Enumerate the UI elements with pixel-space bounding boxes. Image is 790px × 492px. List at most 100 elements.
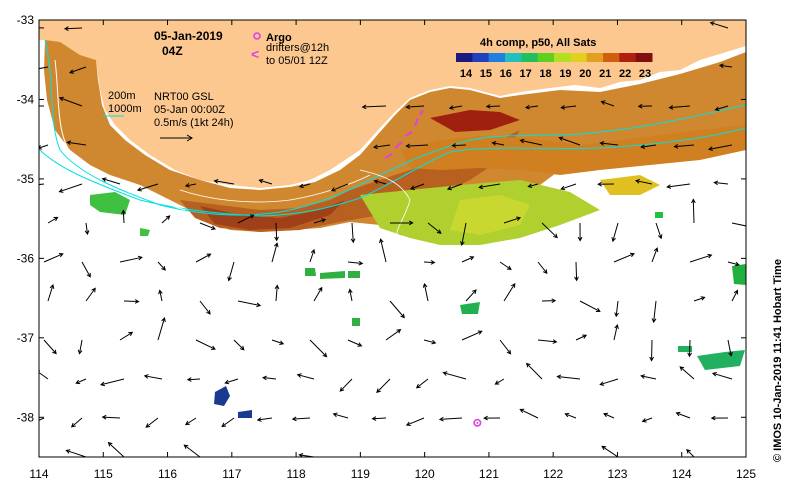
current-arrow bbox=[274, 284, 280, 302]
current-arrow bbox=[184, 183, 197, 188]
current-arrow bbox=[538, 456, 542, 457]
current-arrow bbox=[405, 417, 425, 427]
colorbar-segment bbox=[456, 53, 473, 62]
current-arrow bbox=[524, 104, 539, 110]
x-axis: 114 115 116 117 118 119 120 121 122 123 124 125 bbox=[29, 20, 756, 481]
current-arrow bbox=[145, 417, 159, 428]
current-arrow bbox=[350, 222, 356, 244]
drifter-legend-icon: < bbox=[251, 46, 259, 62]
current-arrow bbox=[423, 260, 436, 265]
current-arrow bbox=[485, 104, 501, 109]
current-arrow bbox=[47, 216, 59, 224]
current-arrow bbox=[373, 179, 387, 185]
current-arrow bbox=[499, 261, 512, 271]
current-arrow bbox=[385, 329, 402, 341]
current-arrow bbox=[730, 456, 732, 457]
current-arrow bbox=[348, 288, 353, 302]
map-date: 05-Jan-2019 bbox=[154, 29, 223, 43]
current-arrow bbox=[465, 289, 477, 302]
current-arrow bbox=[579, 300, 601, 312]
current-arrow bbox=[560, 105, 577, 110]
x-tick-label: 122 bbox=[543, 467, 563, 481]
current-arrow bbox=[483, 415, 501, 421]
current-arrow bbox=[731, 222, 746, 227]
current-arrow bbox=[63, 26, 83, 31]
x-tick-label: 120 bbox=[415, 467, 435, 481]
current-arrow bbox=[614, 300, 619, 318]
current-arrow bbox=[157, 317, 166, 341]
current-arrow bbox=[39, 66, 49, 70]
y-tick-label: -37 bbox=[17, 331, 35, 345]
current-arrow bbox=[519, 408, 539, 419]
current-arrow bbox=[271, 339, 285, 345]
current-arrow bbox=[389, 220, 414, 226]
current-arrow bbox=[611, 222, 619, 243]
current-arrow bbox=[668, 105, 691, 110]
current-arrow bbox=[262, 375, 277, 381]
y-tick-label: -34 bbox=[17, 92, 35, 106]
current-arrow bbox=[39, 105, 45, 107]
x-tick-label: 116 bbox=[158, 467, 177, 481]
current-arrow bbox=[641, 417, 653, 423]
current-arrow bbox=[503, 216, 522, 224]
current-arrow bbox=[389, 300, 405, 319]
x-tick-label: 124 bbox=[672, 467, 692, 481]
current-arrow bbox=[199, 300, 211, 315]
current-arrow bbox=[525, 362, 543, 380]
current-source-label: NRT00 GSL bbox=[154, 91, 214, 103]
current-arrow bbox=[160, 456, 162, 457]
current-arrow bbox=[655, 456, 656, 457]
y-tick-label: -38 bbox=[17, 410, 35, 424]
current-arrow bbox=[478, 183, 501, 190]
current-arrow bbox=[491, 141, 505, 146]
x-tick-label: 114 bbox=[29, 467, 48, 481]
current-arrow bbox=[718, 63, 733, 69]
current-arrow bbox=[183, 444, 201, 457]
current-arrow bbox=[389, 456, 390, 457]
current-arrow bbox=[298, 183, 311, 189]
current-arrow bbox=[157, 261, 166, 271]
current-arrow bbox=[599, 378, 619, 386]
current-arrow bbox=[537, 261, 548, 275]
current-arrow bbox=[58, 96, 83, 107]
current-arrow bbox=[727, 261, 740, 267]
colorbar-segment bbox=[603, 53, 620, 62]
current-arrow bbox=[119, 331, 134, 341]
current-arrow bbox=[65, 449, 87, 457]
current-arrow bbox=[361, 104, 387, 110]
current-arrow bbox=[332, 412, 349, 419]
current-arrow bbox=[351, 456, 352, 457]
current-arrow bbox=[291, 416, 311, 422]
current-arrow bbox=[233, 339, 245, 351]
current-arrow bbox=[227, 261, 235, 282]
current-arrow bbox=[460, 222, 467, 247]
current-arrow bbox=[101, 177, 121, 185]
y-tick-label: -36 bbox=[17, 251, 35, 265]
colorbar-tick-label: 16 bbox=[500, 68, 512, 80]
current-arrow bbox=[640, 144, 657, 149]
current-arrow bbox=[693, 296, 706, 302]
current-arrow bbox=[541, 222, 558, 239]
current-arrow bbox=[600, 100, 615, 107]
current-arrow bbox=[275, 456, 276, 457]
current-arrow bbox=[651, 300, 657, 324]
current-arrow bbox=[649, 339, 654, 362]
current-arrow bbox=[372, 144, 391, 150]
colorbar-tick-label: 21 bbox=[599, 68, 611, 80]
sst-patches bbox=[44, 40, 746, 418]
current-arrow bbox=[640, 374, 657, 380]
colorbar-segment bbox=[570, 53, 588, 62]
current-arrow bbox=[689, 253, 713, 263]
colorbar-segment bbox=[619, 53, 637, 62]
colorbar-tick-label: 17 bbox=[520, 68, 532, 80]
current-arrow bbox=[39, 370, 49, 380]
current-arrow bbox=[415, 378, 429, 389]
current-arrow bbox=[195, 339, 216, 350]
colorbar-segment bbox=[635, 53, 653, 62]
current-arrow bbox=[713, 180, 729, 186]
current-arrow bbox=[577, 222, 583, 242]
current-arrow bbox=[39, 417, 45, 421]
colorbar-tick-label: 22 bbox=[619, 68, 631, 80]
current-arrow bbox=[84, 222, 90, 236]
current-arrow bbox=[707, 144, 733, 152]
